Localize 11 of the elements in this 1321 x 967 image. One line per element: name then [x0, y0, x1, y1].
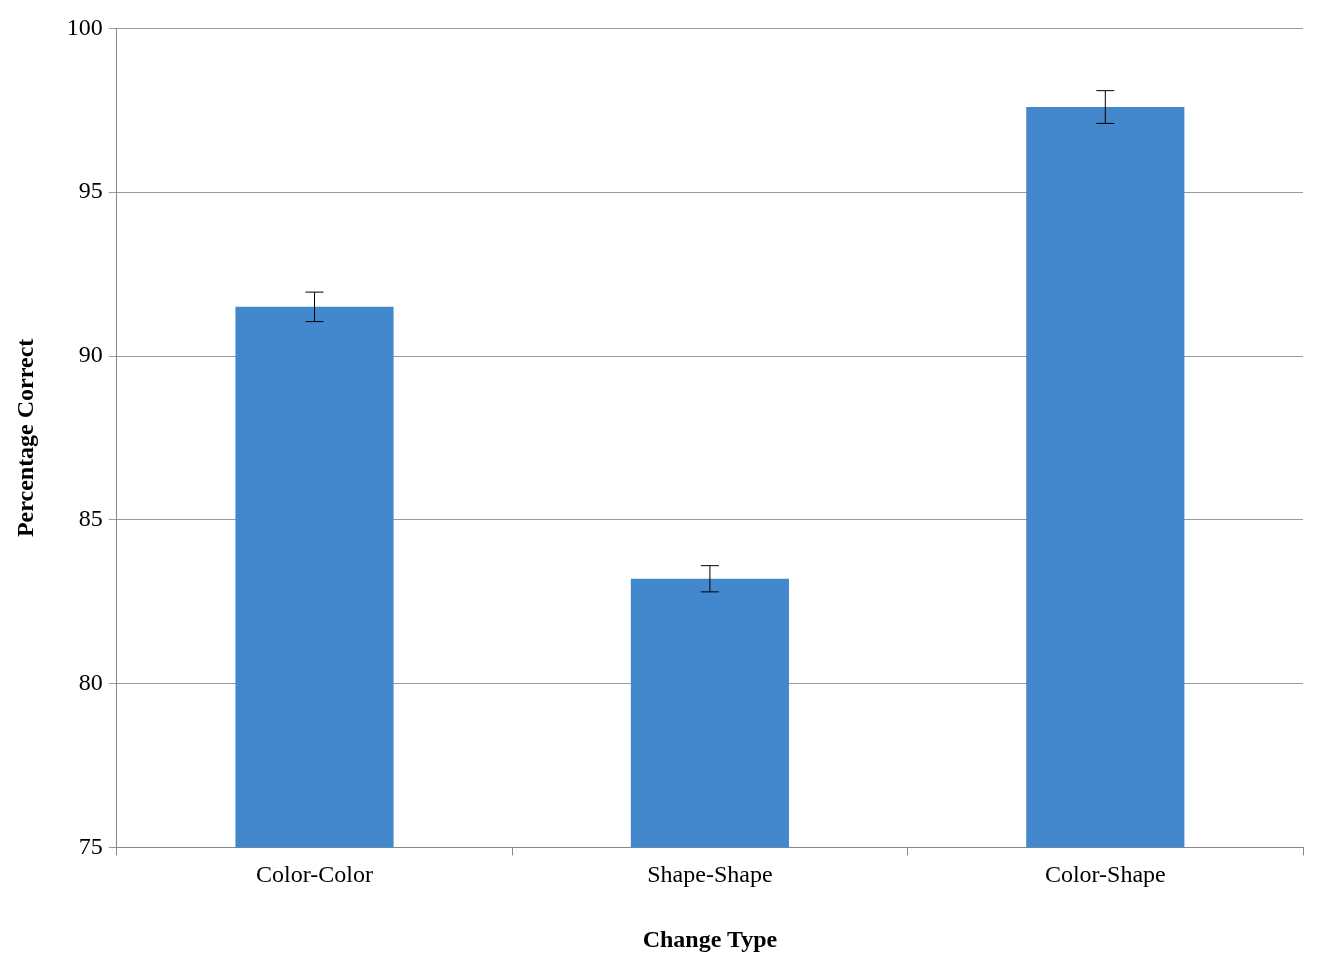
- y-tick-label: 75: [78, 832, 103, 859]
- y-tick-label: 95: [78, 177, 103, 204]
- y-tick-label: 80: [78, 668, 103, 695]
- y-tick-label: 100: [66, 13, 103, 40]
- x-tick-label: Color-Shape: [1044, 861, 1166, 888]
- x-tick-label: Shape-Shape: [647, 861, 773, 888]
- y-axis-title: Percentage Correct: [11, 338, 38, 538]
- x-tick-label: Color-Color: [256, 861, 373, 888]
- y-tick-label: 90: [78, 341, 103, 368]
- y-tick-label: 85: [78, 505, 103, 532]
- x-axis-title: Change Type: [642, 925, 778, 952]
